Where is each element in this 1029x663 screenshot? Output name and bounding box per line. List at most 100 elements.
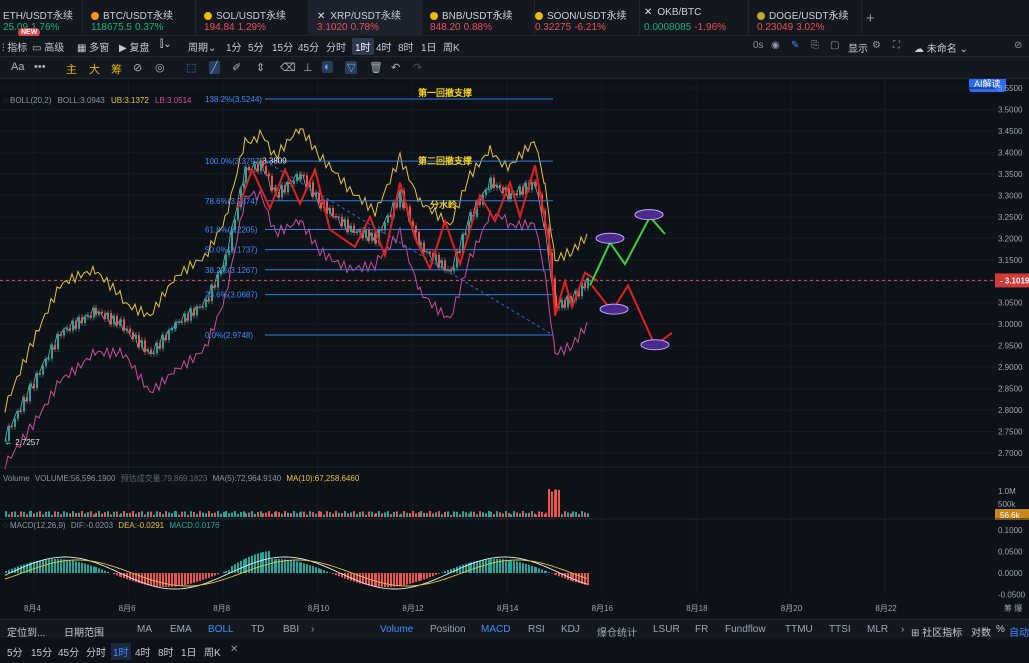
tab-btc[interactable]: BTC/USDT永续 118675.5 0.37% (83, 0, 196, 36)
erase-tool-icon[interactable]: ⌫ (280, 62, 296, 74)
layout-name-dropdown[interactable]: ☁ 未命名 ⌄ (914, 44, 968, 55)
big-order-toggle[interactable]: 大 (89, 64, 100, 76)
tab-okb[interactable]: ✕ OKB/BTC 0.0008085 -1.96% (636, 0, 749, 36)
date-range-button[interactable]: 日期范围 (64, 628, 104, 639)
ind-bbi[interactable]: BBI (283, 624, 300, 635)
interval-8h[interactable]: 8时 (398, 43, 414, 54)
locate-button[interactable]: 定位到... (7, 628, 46, 639)
more-tools[interactable]: ••• (34, 61, 46, 73)
magnet-tool-icon[interactable]: ◐ (322, 61, 333, 73)
interval-15m[interactable]: 15分 (272, 43, 294, 54)
tab-soon[interactable]: SOON/USDT永续 0.32275 -6.21% (527, 0, 640, 36)
tab-doge[interactable]: DOGE/USDT永续 0.23049 3.02% (749, 0, 862, 36)
redo-icon[interactable]: ↷ (413, 62, 423, 74)
candle-body (156, 342, 158, 354)
interval-1m[interactable]: 1分 (226, 43, 242, 54)
ind-ttsi[interactable]: TTSI (829, 624, 851, 635)
ind-mlr[interactable]: MLR (867, 624, 889, 635)
no-draw-icon[interactable]: ⊘ (133, 62, 143, 74)
interval-1d[interactable]: 1日 (421, 43, 437, 54)
macd-bar (268, 551, 270, 573)
interval-5m[interactable]: 5分 (248, 43, 264, 54)
ind-fr[interactable]: FR (695, 624, 709, 635)
bottom-interval-timeline[interactable]: 分时 (86, 648, 106, 659)
macd-bar (287, 559, 289, 573)
select-tool-icon[interactable]: ⬚ (186, 62, 197, 74)
indicator-button[interactable]: ⫶ 指标 (2, 39, 27, 54)
gear-icon[interactable]: ⚙ (872, 40, 881, 51)
main-chart-toggle[interactable]: 主 (66, 64, 77, 76)
auto-toggle[interactable]: 自动 (1009, 628, 1029, 639)
interval-4h[interactable]: 4时 (376, 43, 392, 54)
multi-window-button[interactable]: ▦ 多窗 (77, 39, 109, 54)
ind-macd[interactable]: MACD (481, 624, 511, 635)
volume-axis-top: 1.0M (998, 487, 1016, 496)
macd-bar (426, 573, 428, 579)
volume-bar (400, 513, 402, 517)
trash-icon[interactable]: 🗑 (369, 62, 383, 74)
fullscreen-icon[interactable]: ⎘ (811, 40, 819, 51)
close-tab-icon[interactable]: ✕ (317, 11, 326, 22)
community-indicators[interactable]: ⊞ 社区指标 (911, 624, 962, 639)
display-button[interactable]: 显示 (848, 44, 868, 55)
font-tool[interactable]: Aa (11, 61, 25, 73)
ind-kdj[interactable]: KDJ (561, 624, 580, 635)
line-tool-icon[interactable]: ╱ (209, 61, 220, 74)
candle-body (33, 383, 35, 389)
chevron-right-icon-2[interactable]: › (901, 624, 905, 635)
ind-boll[interactable]: BOLL (208, 624, 234, 635)
replay-button[interactable]: ▶ 复盘 (119, 39, 149, 54)
undo-icon[interactable]: ↶ (391, 62, 401, 74)
camera-icon[interactable]: ◉ (771, 40, 780, 51)
bottom-interval-8h[interactable]: 8时 (158, 648, 174, 659)
pin-tool-icon[interactable]: ⊥ (303, 62, 313, 74)
volume-bar (525, 512, 527, 517)
tab-sol[interactable]: SOL/USDT永续 194.84 1.29% (196, 0, 309, 36)
close-panel-icon[interactable]: ⊘ (1014, 40, 1023, 51)
interval-45m[interactable]: 45分 (298, 43, 320, 54)
expand-icon[interactable]: ⛶ (893, 40, 900, 51)
chart-type-button[interactable]: ⫿⌄ (160, 39, 172, 50)
chevron-right-icon[interactable]: › (311, 624, 315, 635)
tab-eth[interactable]: ETH/USDT永续 25.09 1.76% NEW (0, 0, 83, 36)
bottom-interval-4h[interactable]: 4时 (135, 648, 151, 659)
eye-icon[interactable]: ◎ (155, 62, 165, 74)
period-dropdown[interactable]: 周期⌄ (188, 39, 216, 54)
bottom-interval-1h[interactable]: 1时 (111, 643, 131, 660)
interval-1h[interactable]: 1时 (352, 38, 374, 55)
ind-lsur[interactable]: LSUR (653, 624, 680, 635)
ind-ema[interactable]: EMA (170, 624, 192, 635)
bottom-interval-5m[interactable]: 5分 (7, 648, 23, 659)
tab-xrp[interactable]: ✕ XRP/USDT永续 3.1020 0.78% (309, 0, 422, 36)
percent-toggle[interactable]: % (996, 624, 1005, 635)
bottom-interval-45m[interactable]: 45分 (58, 648, 80, 659)
ind-ma[interactable]: MA (137, 624, 152, 635)
close-icon[interactable]: ✕ (230, 644, 239, 655)
log-scale-toggle[interactable]: 对数 (971, 628, 991, 639)
filter-tool-icon[interactable]: ▽ (345, 61, 358, 74)
ind-volume[interactable]: Volume (380, 624, 414, 635)
advanced-button[interactable]: ▭ 高级 (32, 39, 64, 54)
ind-rsi[interactable]: RSI (528, 624, 545, 635)
tab-bnb[interactable]: BNB/USDT永续 848.20 0.88% (422, 0, 535, 36)
chip-toggle[interactable]: 筹 (111, 64, 122, 76)
bottom-interval-15m[interactable]: 15分 (31, 648, 53, 659)
bottom-interval-week[interactable]: 周K (204, 648, 221, 659)
price-chart[interactable]: 3.5500 3.5000 3.4500 3.4000 3.3500 3.3000 3.25… (0, 79, 1029, 619)
macd-visibility-icon[interactable]: ◌ (3, 521, 8, 530)
boll-visibility-icon[interactable]: ◌ (3, 96, 8, 105)
ind-td[interactable]: TD (251, 624, 265, 635)
add-tab-icon[interactable]: + (866, 10, 875, 27)
pencil-icon[interactable]: ✎ (791, 40, 800, 51)
interval-week[interactable]: 周K (443, 43, 460, 54)
volume-bar (359, 511, 361, 517)
brush-tool-icon[interactable]: ✐ (232, 62, 242, 74)
ind-fundflow[interactable]: Fundflow (725, 624, 766, 635)
interval-timeline[interactable]: 分时 (326, 43, 346, 54)
ind-position[interactable]: Position (430, 624, 466, 635)
ind-ttmu[interactable]: TTMU (785, 624, 813, 635)
bottom-interval-1d[interactable]: 1日 (181, 648, 197, 659)
ind-liquidation[interactable]: 爆仓统计 (597, 628, 637, 639)
layout-icon[interactable]: ▢ (830, 40, 840, 51)
measure-tool-icon[interactable]: ⇕ (256, 62, 266, 74)
